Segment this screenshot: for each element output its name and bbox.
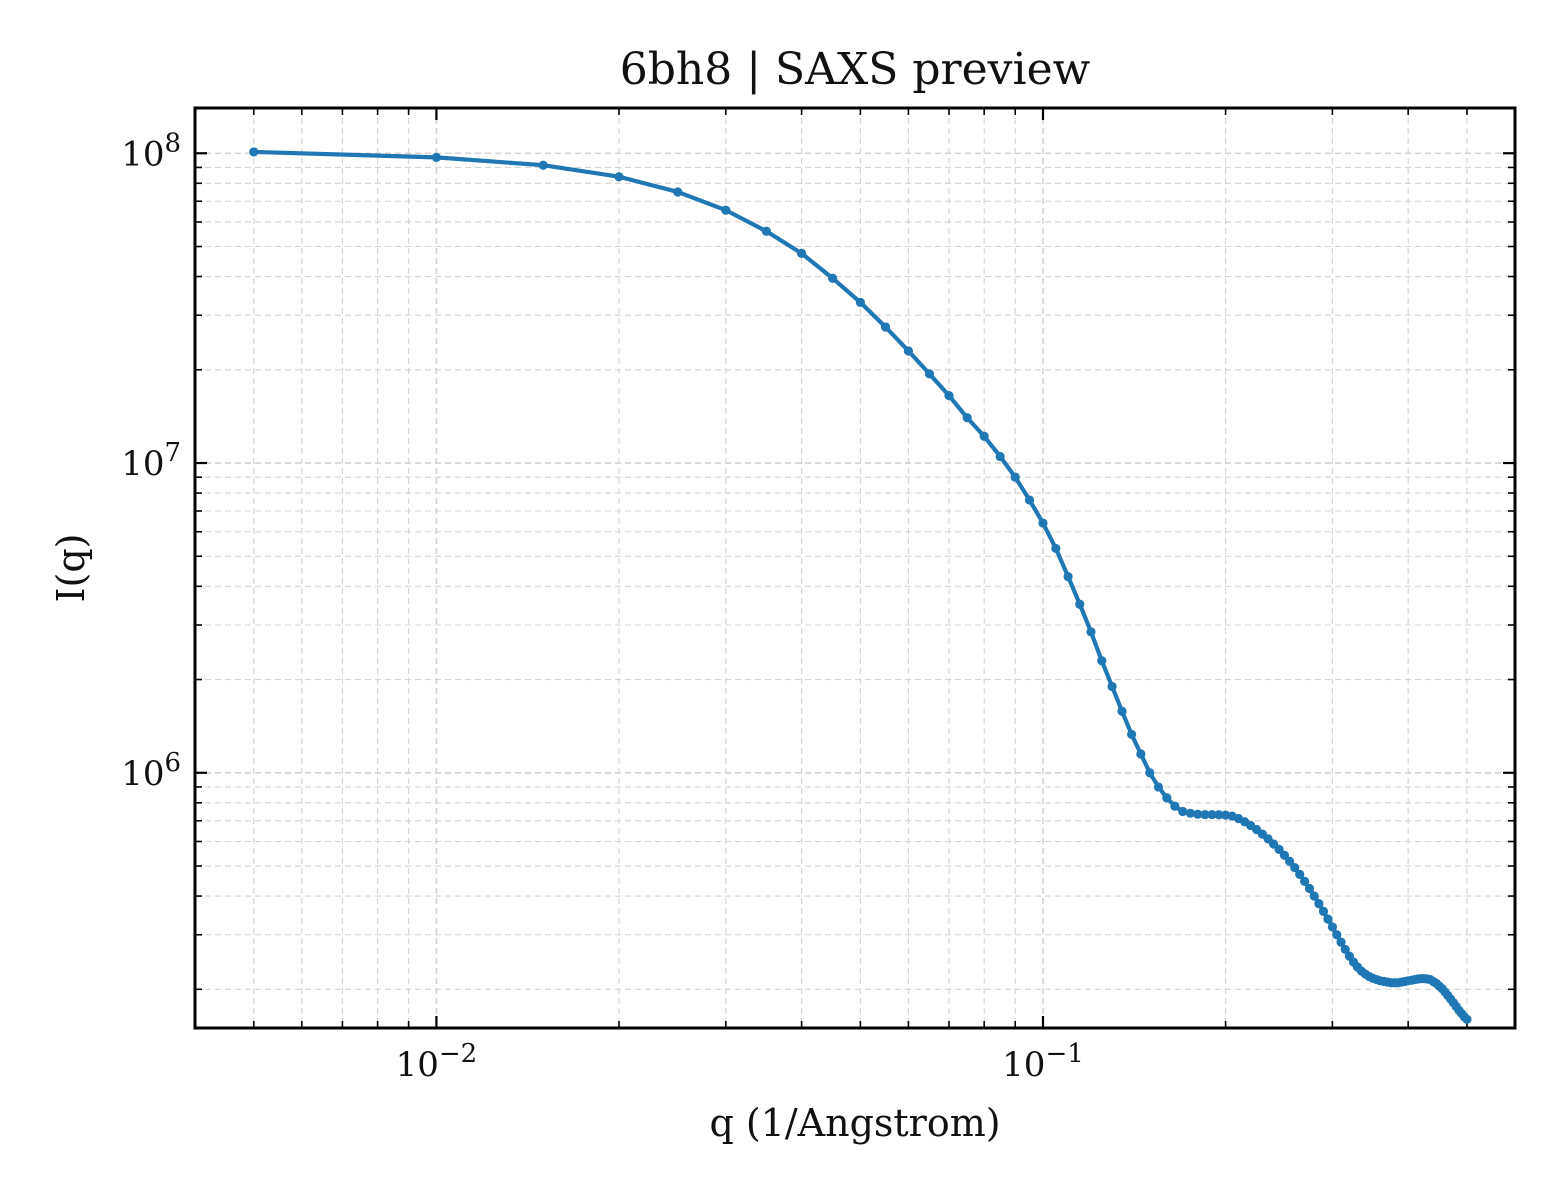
data-point	[1462, 1014, 1472, 1024]
data-point	[1274, 844, 1284, 854]
data-point	[1178, 806, 1188, 817]
data-point	[1075, 599, 1085, 609]
data-point	[1295, 869, 1305, 879]
data-point	[1117, 706, 1127, 716]
x-tick-label: 10−1	[1002, 1039, 1084, 1085]
data-point	[761, 226, 772, 236]
y-tick-label: 108	[121, 128, 181, 174]
data-point	[614, 172, 624, 182]
data-point	[944, 391, 954, 401]
data-point	[1309, 891, 1319, 901]
data-point	[796, 248, 807, 259]
x-axis-label: q (1/Angstrom)	[709, 1101, 1000, 1145]
data-point	[1200, 809, 1210, 820]
plot-frame	[193, 106, 1517, 1030]
data-point	[903, 346, 914, 356]
data-point	[1300, 876, 1310, 887]
data-point	[828, 273, 838, 283]
data-point	[995, 451, 1005, 462]
y-axis-label: I(q)	[49, 534, 93, 603]
data-point	[249, 147, 259, 157]
data-point	[1323, 914, 1333, 924]
data-point	[1024, 495, 1035, 505]
data-point	[1038, 518, 1048, 528]
data-point	[1086, 627, 1096, 637]
data-point	[1314, 899, 1324, 909]
data-point	[431, 152, 441, 162]
data-point	[924, 369, 935, 379]
data-point	[1327, 922, 1337, 932]
data-point	[1304, 883, 1315, 894]
data-point	[1290, 863, 1300, 873]
x-tick-label: 10−2	[396, 1039, 478, 1085]
y-tick-label: 107	[121, 438, 181, 484]
data-point	[1185, 808, 1196, 818]
data-point	[1127, 729, 1137, 740]
data-point	[1279, 850, 1289, 860]
data-point	[1153, 782, 1164, 792]
data-point	[962, 413, 972, 423]
data-series	[249, 147, 1472, 1024]
tick-labels: 10−2 10−1 106 107 108	[121, 128, 1084, 1085]
data-point	[1193, 809, 1203, 819]
chart-title: 6bh8 | SAXS preview	[620, 44, 1091, 95]
data-point	[1145, 768, 1155, 778]
data-point	[1063, 571, 1073, 582]
data-point	[1340, 944, 1350, 955]
data-point	[1214, 810, 1224, 820]
data-point	[538, 160, 548, 170]
data-point	[1097, 656, 1107, 666]
data-point	[1010, 472, 1020, 482]
data-point	[1136, 749, 1146, 759]
data-point	[721, 205, 731, 215]
data-point	[1162, 793, 1172, 803]
data-point	[979, 431, 989, 441]
data-point	[673, 187, 683, 197]
y-tick-label: 106	[121, 748, 181, 794]
data-point	[1051, 543, 1061, 554]
data-point	[1107, 681, 1117, 692]
data-point	[855, 297, 865, 308]
data-point	[1207, 809, 1217, 820]
data-point	[1332, 930, 1342, 940]
data-point	[1318, 906, 1329, 916]
data-point	[880, 322, 891, 332]
data-point	[1170, 801, 1180, 811]
data-point	[1284, 856, 1295, 866]
data-point	[1336, 937, 1346, 947]
